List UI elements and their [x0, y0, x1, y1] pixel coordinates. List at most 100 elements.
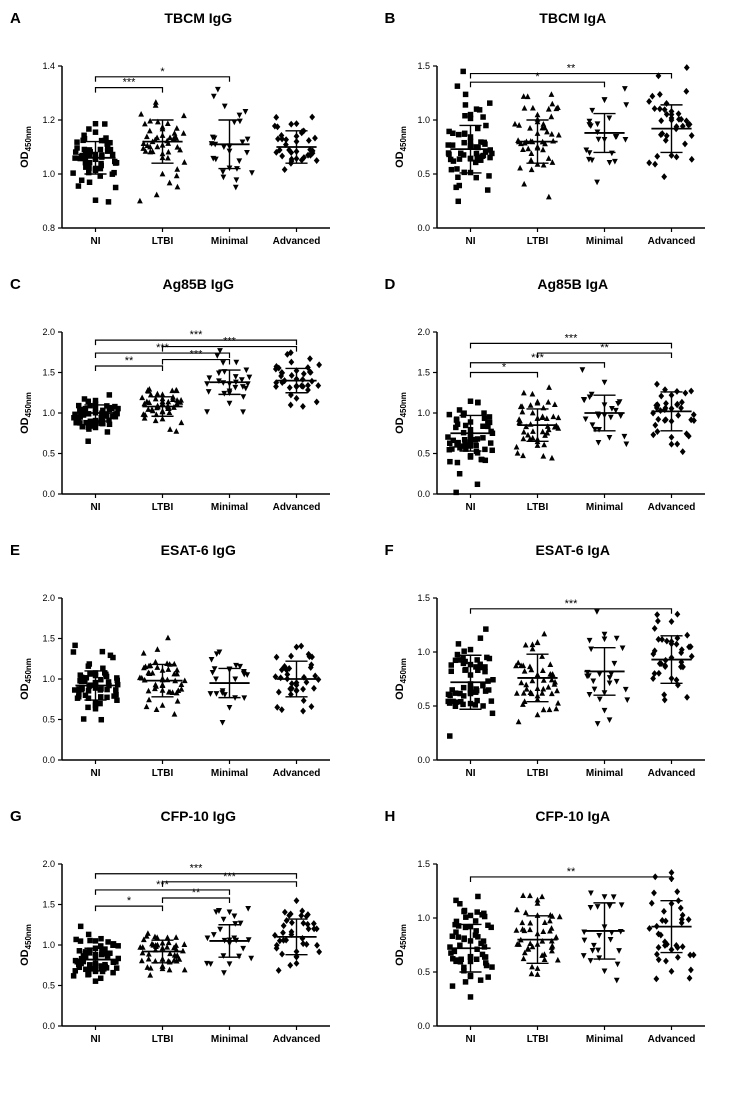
svg-text:1.0: 1.0	[42, 169, 55, 179]
svg-text:LTBI: LTBI	[152, 236, 174, 247]
svg-text:NI: NI	[465, 1034, 475, 1045]
panel-title: TBCM IgA	[385, 10, 732, 26]
panel-E: E ESAT-6 IgG 0.00.51.01.52.0OD450nmNILTB…	[10, 542, 357, 790]
svg-text:NI: NI	[465, 502, 475, 513]
svg-text:*: *	[160, 66, 165, 78]
svg-text:0.0: 0.0	[42, 1021, 55, 1031]
svg-text:LTBI: LTBI	[526, 768, 548, 779]
y-axis: 0.00.51.01.5	[417, 859, 437, 1031]
svg-text:***: ***	[223, 871, 237, 883]
svg-text:**: **	[192, 887, 201, 899]
svg-text:**: **	[125, 355, 134, 367]
svg-text:OD450nm: OD450nm	[394, 658, 408, 700]
y-axis: 0.00.51.01.5	[417, 61, 437, 233]
scatter-plot: 0.0 0.5 1.0 1.5 OD450nm NI LTBI Minimal Advanced…	[385, 560, 715, 790]
svg-text:0.0: 0.0	[42, 489, 55, 499]
svg-text:1.5: 1.5	[42, 368, 55, 378]
svg-text:1.0: 1.0	[42, 940, 55, 950]
panel-D: D Ag85B IgA 0.00.51.01.52.0OD450nmNILTBI…	[385, 276, 732, 524]
svg-text:1.0: 1.0	[42, 674, 55, 684]
panel-title: Ag85B IgG	[10, 276, 357, 292]
svg-text:0.5: 0.5	[42, 981, 55, 991]
scatter-plot: 0.00.51.01.52.0OD450nmNILTBIMinimalAdvan…	[10, 560, 340, 790]
panel-F: F ESAT-6 IgA 0.00.51.01.5OD450nmNILTBIMi…	[385, 542, 732, 790]
svg-text:1.5: 1.5	[417, 61, 430, 71]
svg-text:0.0: 0.0	[417, 1021, 430, 1031]
scatter-plot: 0.00.51.01.5OD450nmNILTBIMinimalAdvanced…	[385, 826, 715, 1056]
svg-text:OD450nm: OD450nm	[394, 924, 408, 966]
panel-letter: E	[10, 542, 20, 559]
svg-text:Advanced: Advanced	[273, 768, 321, 779]
panel-title: CFP-10 IgA	[385, 808, 732, 824]
svg-text:***: ***	[564, 332, 578, 344]
svg-text:**: **	[566, 63, 575, 75]
svg-text:0.0: 0.0	[42, 755, 55, 765]
panel-title: CFP-10 IgG	[10, 808, 357, 824]
svg-text:OD450nm: OD450nm	[19, 392, 33, 434]
svg-text:NI: NI	[91, 768, 101, 779]
panel-title: ESAT-6 IgA	[385, 542, 732, 558]
svg-text:0.0: 0.0	[417, 755, 430, 765]
panel-H: H CFP-10 IgA 0.00.51.01.5OD450nmNILTBIMi…	[385, 808, 732, 1056]
svg-text:***: ***	[223, 336, 237, 348]
svg-text:Minimal: Minimal	[585, 768, 622, 779]
panel-letter: A	[10, 10, 21, 27]
svg-text:OD450nm: OD450nm	[19, 924, 33, 966]
scatter-plot: 0.00.51.01.5OD450nmNILTBIMinimalAdvanced…	[385, 28, 715, 258]
svg-text:LTBI: LTBI	[152, 502, 174, 513]
svg-text:Minimal: Minimal	[585, 236, 622, 247]
svg-text:Minimal: Minimal	[211, 502, 248, 513]
svg-text:Advanced: Advanced	[647, 236, 695, 247]
panel-C: C Ag85B IgG 0.00.51.01.52.0OD450nmNILTBI…	[10, 276, 357, 524]
svg-text:1.0: 1.0	[42, 408, 55, 418]
svg-text:0.5: 0.5	[42, 715, 55, 725]
scatter-plot: 0.00.51.01.52.0OD450nmNILTBIMinimalAdvan…	[10, 826, 340, 1056]
y-axis: 0.00.51.01.52.0	[42, 327, 62, 499]
svg-text:Advanced: Advanced	[273, 1034, 321, 1045]
panel-title: ESAT-6 IgG	[10, 542, 357, 558]
svg-text:OD450nm: OD450nm	[394, 126, 408, 168]
svg-text:1.0: 1.0	[417, 115, 430, 125]
y-axis: 0.00.51.01.52.0	[42, 593, 62, 765]
svg-text:Advanced: Advanced	[273, 502, 321, 513]
svg-text:2.0: 2.0	[417, 327, 430, 337]
svg-text:Minimal: Minimal	[585, 1034, 622, 1045]
figure-grid: A TBCM IgG 0.81.01.21.4OD450nmNILTBIMini…	[10, 10, 731, 1056]
svg-text:0.5: 0.5	[417, 967, 430, 977]
svg-text:0.5: 0.5	[417, 169, 430, 179]
scatter-plot: 0.81.01.21.4OD450nmNILTBIMinimalAdvanced…	[10, 28, 340, 258]
svg-text:OD450nm: OD450nm	[19, 126, 33, 168]
svg-text:1.5: 1.5	[42, 900, 55, 910]
svg-text:1.4: 1.4	[42, 61, 55, 71]
svg-text:0.5: 0.5	[417, 449, 430, 459]
svg-text:Minimal: Minimal	[585, 502, 622, 513]
panel-B: B TBCM IgA 0.00.51.01.5OD450nmNILTBIMini…	[385, 10, 732, 258]
svg-text:0.8: 0.8	[42, 223, 55, 233]
y-axis: 0.0 0.5 1.0 1.5	[417, 593, 437, 765]
svg-text:LTBI: LTBI	[526, 502, 548, 513]
panel-letter: C	[10, 276, 21, 293]
svg-text:LTBI: LTBI	[152, 1034, 174, 1045]
scatter-plot: 0.00.51.01.52.0OD450nmNILTBIMinimalAdvan…	[385, 294, 715, 524]
svg-text:1.0: 1.0	[417, 647, 430, 657]
svg-text:0.5: 0.5	[417, 701, 430, 711]
svg-text:***: ***	[190, 863, 204, 875]
panel-letter: H	[385, 808, 396, 825]
svg-text:***: ***	[190, 349, 204, 361]
svg-text:Minimal: Minimal	[211, 1034, 248, 1045]
svg-text:***: ***	[564, 598, 578, 610]
panel-letter: D	[385, 276, 396, 293]
svg-text:Minimal: Minimal	[211, 236, 248, 247]
svg-text:Advanced: Advanced	[647, 768, 695, 779]
svg-text:NI: NI	[91, 236, 101, 247]
svg-text:1.5: 1.5	[417, 593, 430, 603]
svg-text:***: ***	[123, 77, 137, 89]
svg-text:2.0: 2.0	[42, 859, 55, 869]
svg-text:2.0: 2.0	[42, 327, 55, 337]
y-axis: 0.0 0.5 1.0 1.5 2.0	[42, 859, 62, 1031]
svg-text:NI: NI	[91, 502, 101, 513]
svg-text:***: ***	[190, 329, 204, 341]
panel-letter: B	[385, 10, 396, 27]
panel-letter: G	[10, 808, 22, 825]
svg-text:NI: NI	[465, 768, 475, 779]
